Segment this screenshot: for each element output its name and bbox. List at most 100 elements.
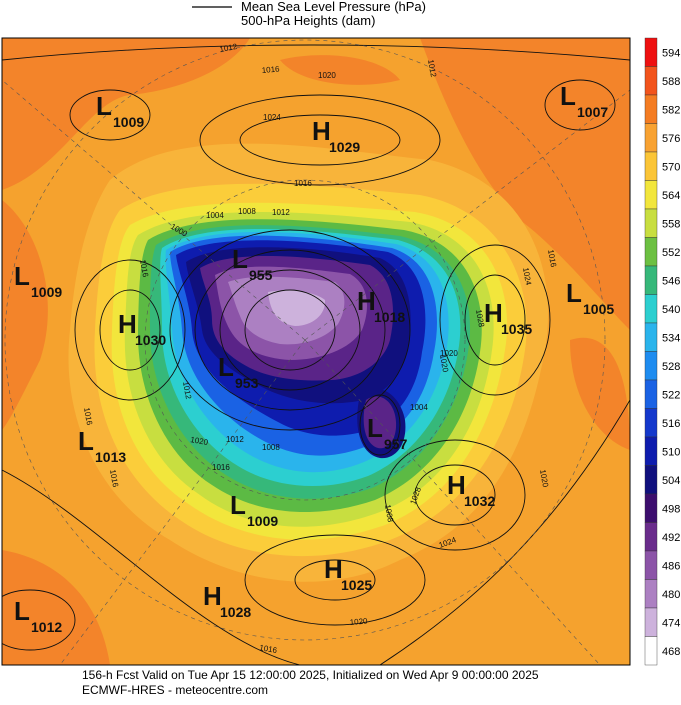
colorbar-label: 468 bbox=[662, 646, 680, 658]
contour-label: 1016 bbox=[108, 469, 120, 489]
colorbar-swatch bbox=[644, 579, 658, 609]
colorbar-label: 582 bbox=[662, 104, 680, 116]
colorbar-swatch bbox=[644, 237, 658, 267]
center-letter: L bbox=[566, 278, 582, 308]
center-value: 1009 bbox=[31, 284, 62, 300]
contour-label: 1016 bbox=[261, 64, 280, 75]
colorbar: 594 588 582 576 570 564 558 552 546 540 534 528 522 5… bbox=[644, 37, 680, 666]
center-value: 1007 bbox=[577, 104, 608, 120]
center-letter: H bbox=[312, 116, 331, 146]
center-value: 1029 bbox=[329, 139, 360, 155]
colorbar-swatch bbox=[644, 66, 658, 96]
colorbar-label: 492 bbox=[662, 532, 680, 544]
center-value: 1005 bbox=[583, 301, 614, 317]
colorbar-label: 540 bbox=[662, 304, 680, 316]
center-letter: L bbox=[232, 244, 248, 274]
colorbar-label: 480 bbox=[662, 589, 680, 601]
center-letter: H bbox=[203, 581, 222, 611]
contour-label: 1020 bbox=[440, 349, 458, 358]
contour-label: 1020 bbox=[318, 71, 336, 80]
center-value: 957 bbox=[384, 436, 408, 452]
colorbar-swatch bbox=[644, 436, 658, 466]
colorbar-label: 552 bbox=[662, 247, 680, 259]
contour-label: 1020 bbox=[438, 354, 450, 374]
footer-source: ECMWF-HRES - meteocentre.com bbox=[82, 683, 268, 697]
contour-label: 1016 bbox=[212, 463, 230, 472]
map-field: 1012101610201024101210161012100810041000… bbox=[2, 38, 630, 665]
footer-valid: 156-h Fcst Valid on Tue Apr 15 12:00:00 … bbox=[82, 668, 539, 682]
contour-label: 1016 bbox=[294, 179, 312, 188]
contour-label: 1024 bbox=[521, 267, 533, 287]
contour-label: 1012 bbox=[426, 59, 438, 79]
contour-label: 1016 bbox=[546, 249, 558, 269]
colorbar-swatch bbox=[644, 322, 658, 352]
colorbar-label: 486 bbox=[662, 560, 680, 572]
center-value: 953 bbox=[235, 375, 259, 391]
center-value: 1013 bbox=[95, 449, 126, 465]
center-letter: L bbox=[560, 81, 576, 111]
center-letter: H bbox=[484, 298, 503, 328]
contour-label: 1016 bbox=[138, 259, 150, 279]
center-letter: H bbox=[357, 286, 376, 316]
center-value: 1035 bbox=[501, 321, 532, 337]
center-letter: H bbox=[324, 554, 343, 584]
colorbar-swatch bbox=[644, 94, 658, 124]
colorbar-swatch bbox=[644, 151, 658, 181]
center-letter: L bbox=[230, 490, 246, 520]
colorbar-swatch bbox=[644, 379, 658, 409]
contour-label: 1004 bbox=[410, 403, 428, 412]
contour-label: 1016 bbox=[82, 407, 94, 427]
colorbar-swatch bbox=[644, 465, 658, 495]
contour-label: 1012 bbox=[226, 435, 244, 444]
colorbar-label: 576 bbox=[662, 133, 680, 145]
colorbar-swatch bbox=[644, 37, 658, 67]
center-letter: H bbox=[118, 309, 137, 339]
colorbar-label: 558 bbox=[662, 218, 680, 230]
contour-label: 1016 bbox=[259, 643, 279, 655]
colorbar-label: 564 bbox=[662, 190, 680, 202]
colorbar-label: 510 bbox=[662, 446, 680, 458]
center-letter: L bbox=[78, 426, 94, 456]
center-letter: L bbox=[14, 261, 30, 291]
contour-label: 1020 bbox=[538, 469, 550, 489]
legend-heights: 500-hPa Heights (dam) bbox=[241, 13, 375, 28]
center-value: 1012 bbox=[31, 619, 62, 635]
contour-label: 1012 bbox=[219, 42, 239, 54]
colorbar-swatch bbox=[644, 408, 658, 438]
colorbar-label: 528 bbox=[662, 361, 680, 373]
colorbar-label: 546 bbox=[662, 275, 680, 287]
contour-label: 1012 bbox=[272, 208, 290, 217]
legend-mslp: Mean Sea Level Pressure (hPa) bbox=[241, 0, 426, 14]
contour-label: 1008 bbox=[238, 207, 256, 216]
center-letter: L bbox=[218, 352, 234, 382]
contour-label: 1008 bbox=[262, 443, 280, 452]
colorbar-swatch bbox=[644, 493, 658, 523]
center-value: 955 bbox=[249, 267, 273, 283]
contour-label: 1008 bbox=[383, 504, 395, 524]
colorbar-label: 498 bbox=[662, 503, 680, 515]
colorbar-swatch bbox=[644, 180, 658, 210]
colorbar-label: 534 bbox=[662, 332, 680, 344]
colorbar-swatch bbox=[644, 607, 658, 637]
contour-label: 1012 bbox=[181, 381, 193, 401]
map-frame bbox=[1, 37, 631, 666]
colorbar-label: 504 bbox=[662, 475, 680, 487]
contour-label: 1020 bbox=[349, 616, 368, 627]
center-letter: L bbox=[367, 413, 383, 443]
contour-label: 1004 bbox=[206, 211, 224, 220]
contour-label: 1024 bbox=[263, 113, 281, 122]
contour-label: 1020 bbox=[190, 435, 210, 447]
colorbar-label: 594 bbox=[662, 47, 680, 59]
center-value: 1009 bbox=[113, 114, 144, 130]
colorbar-swatch bbox=[644, 123, 658, 153]
center-value: 1032 bbox=[464, 493, 495, 509]
colorbar-label: 588 bbox=[662, 76, 680, 88]
colorbar-swatch bbox=[644, 522, 658, 552]
colorbar-swatch bbox=[644, 636, 658, 666]
center-value: 1009 bbox=[247, 513, 278, 529]
center-letter: L bbox=[96, 91, 112, 121]
colorbar-label: 516 bbox=[662, 418, 680, 430]
center-value: 1030 bbox=[135, 332, 166, 348]
center-value: 1028 bbox=[220, 604, 251, 620]
